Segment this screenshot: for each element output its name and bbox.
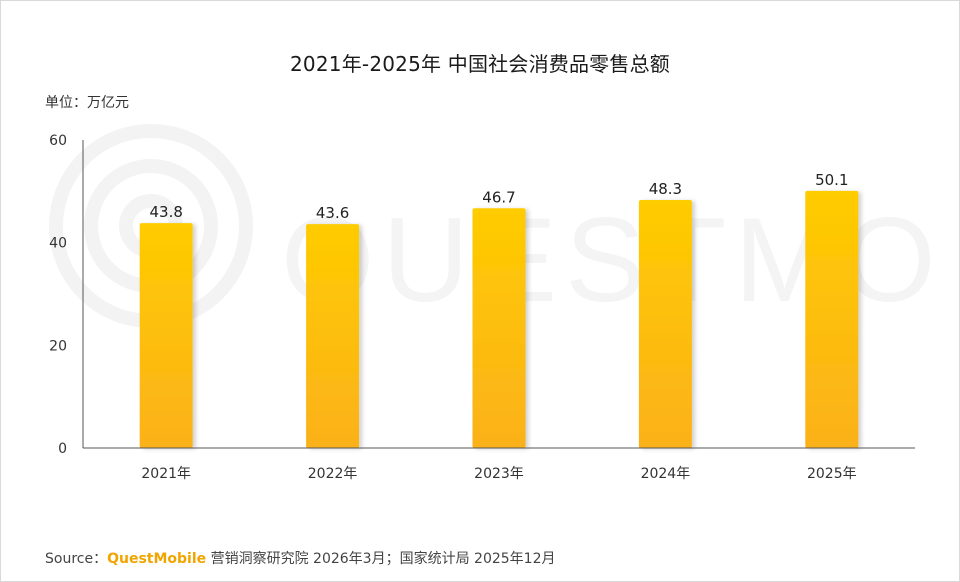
y-tick-label: 60 [49,133,67,149]
y-axis: 0 20 40 60 [49,133,84,457]
bar-2021年 [139,223,193,448]
bar-2023年 [472,208,526,448]
chart-title: 2021年-2025年 中国社会消费品零售总额 [290,52,670,76]
source-prefix: Source： [45,551,108,567]
bar-2022年 [306,224,360,448]
y-tick-label: 40 [49,236,67,252]
x-tick-label: 2021年 [141,466,191,482]
value-label: 43.8 [149,203,182,221]
y-tick-label: 20 [49,338,67,354]
x-tick-label: 2025年 [807,466,857,482]
bar-2025年 [805,190,859,448]
y-tick-label: 0 [58,441,67,457]
x-tick-label: 2022年 [308,466,358,482]
x-tick-label: 2023年 [474,466,524,482]
value-label: 48.3 [649,180,682,198]
source-brand: QuestMobile [107,551,207,567]
source-line: Source：QuestMobile 营销洞察研究院 2026年3月；国家统计局… [45,548,556,568]
value-labels: 43.8 43.6 46.7 48.3 50.1 [149,171,848,222]
value-label: 50.1 [815,171,848,189]
x-axis: 2021年 2022年 2023年 2024年 2025年 [83,447,915,482]
value-label: 46.7 [482,188,515,206]
bar-2024年 [638,200,692,448]
value-label: 43.6 [316,204,349,222]
bars [139,190,859,448]
unit-label: 单位：万亿元 [45,95,129,111]
source-suffix: 营销洞察研究院 2026年3月；国家统计局 2025年12月 [206,551,556,567]
x-tick-label: 2024年 [641,466,691,482]
